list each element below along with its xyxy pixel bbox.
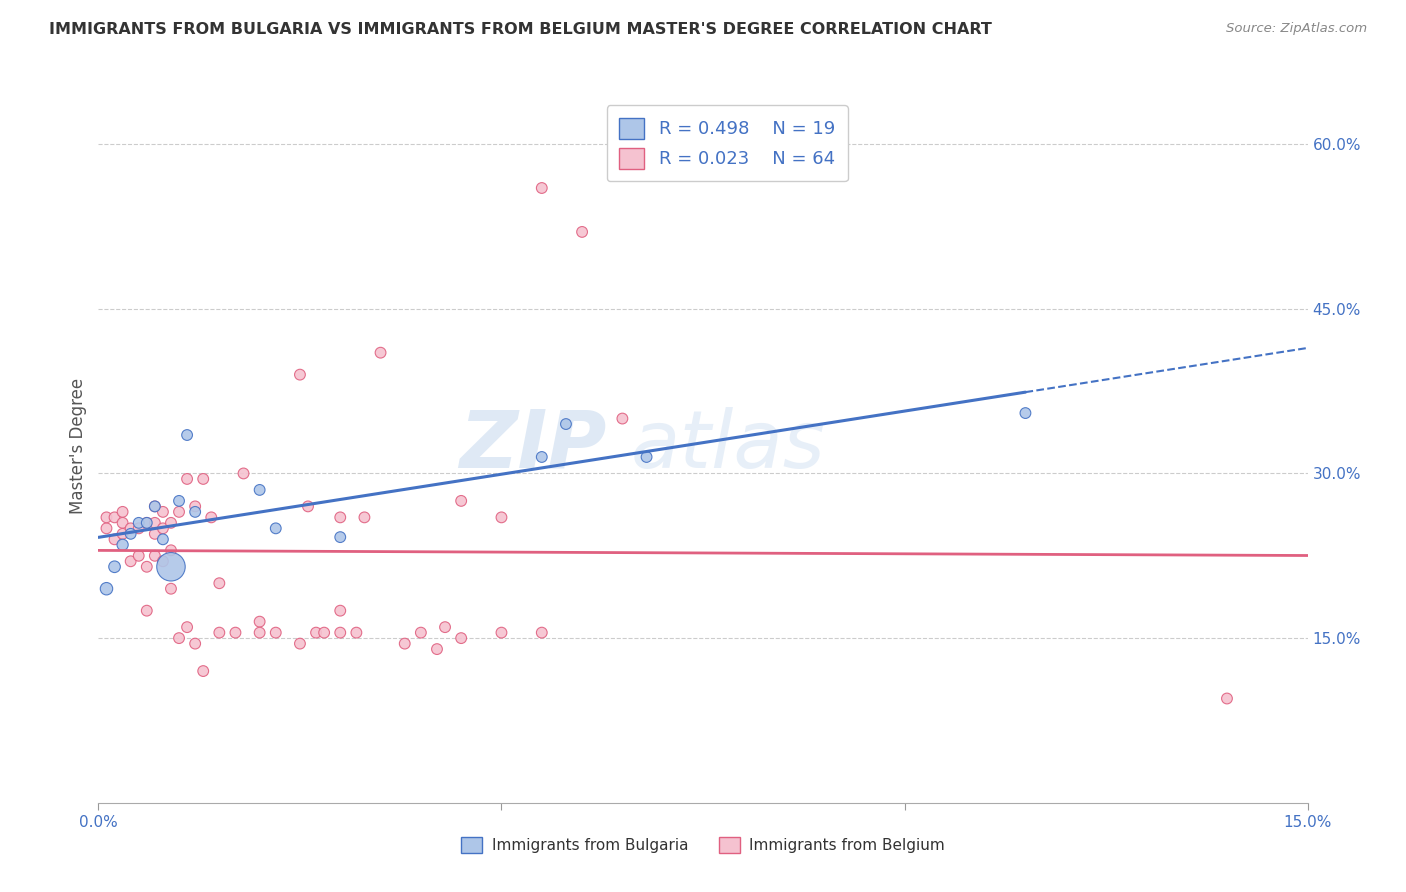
Point — [176, 620, 198, 634]
Point — [135, 516, 157, 530]
Point — [288, 368, 311, 382]
Point — [193, 472, 215, 486]
Point — [370, 345, 392, 359]
Point — [450, 631, 472, 645]
Point — [96, 510, 118, 524]
Point — [135, 516, 157, 530]
Point — [128, 549, 150, 563]
Point — [135, 559, 157, 574]
Point — [224, 625, 246, 640]
Point — [143, 500, 166, 514]
Point — [264, 625, 287, 640]
Point — [344, 625, 367, 640]
Point — [160, 543, 183, 558]
Point — [394, 637, 416, 651]
Point — [111, 538, 134, 552]
Point — [120, 526, 142, 541]
Point — [111, 526, 134, 541]
Point — [530, 450, 553, 464]
Point — [288, 637, 311, 651]
Point — [176, 428, 198, 442]
Point — [555, 417, 578, 431]
Point — [152, 505, 174, 519]
Point — [96, 582, 118, 596]
Point — [184, 505, 207, 519]
Point — [305, 625, 328, 640]
Point — [636, 450, 658, 464]
Point — [103, 510, 125, 524]
Y-axis label: Master's Degree: Master's Degree — [69, 378, 87, 514]
Text: ZIP: ZIP — [458, 407, 606, 485]
Point — [264, 521, 287, 535]
Point — [152, 554, 174, 568]
Point — [450, 494, 472, 508]
Point — [135, 604, 157, 618]
Point — [329, 530, 352, 544]
Point — [120, 554, 142, 568]
Point — [193, 664, 215, 678]
Point — [200, 510, 222, 524]
Point — [1014, 406, 1036, 420]
Point — [167, 631, 190, 645]
Point — [353, 510, 375, 524]
Point — [530, 181, 553, 195]
Point — [143, 526, 166, 541]
Point — [409, 625, 432, 640]
Point — [249, 625, 271, 640]
Point — [103, 559, 125, 574]
Legend: Immigrants from Bulgaria, Immigrants from Belgium: Immigrants from Bulgaria, Immigrants fro… — [456, 831, 950, 859]
Point — [160, 582, 183, 596]
Point — [1216, 691, 1239, 706]
Point — [160, 516, 183, 530]
Point — [329, 625, 352, 640]
Point — [160, 559, 183, 574]
Point — [314, 625, 336, 640]
Point — [329, 510, 352, 524]
Point — [426, 642, 449, 657]
Point — [143, 549, 166, 563]
Point — [184, 637, 207, 651]
Text: IMMIGRANTS FROM BULGARIA VS IMMIGRANTS FROM BELGIUM MASTER'S DEGREE CORRELATION : IMMIGRANTS FROM BULGARIA VS IMMIGRANTS F… — [49, 22, 993, 37]
Point — [491, 510, 513, 524]
Point — [208, 576, 231, 591]
Point — [329, 604, 352, 618]
Point — [111, 505, 134, 519]
Point — [143, 516, 166, 530]
Point — [167, 494, 190, 508]
Point — [96, 521, 118, 535]
Point — [111, 516, 134, 530]
Text: atlas: atlas — [630, 407, 825, 485]
Point — [143, 500, 166, 514]
Point — [103, 533, 125, 547]
Point — [491, 625, 513, 640]
Point — [297, 500, 319, 514]
Point — [128, 516, 150, 530]
Point — [530, 625, 553, 640]
Point — [120, 521, 142, 535]
Point — [612, 411, 634, 425]
Text: Source: ZipAtlas.com: Source: ZipAtlas.com — [1226, 22, 1367, 36]
Point — [152, 533, 174, 547]
Point — [176, 472, 198, 486]
Point — [152, 521, 174, 535]
Point — [249, 615, 271, 629]
Point — [184, 500, 207, 514]
Point — [571, 225, 593, 239]
Point — [128, 521, 150, 535]
Point — [167, 505, 190, 519]
Point — [434, 620, 457, 634]
Point — [232, 467, 254, 481]
Point — [208, 625, 231, 640]
Point — [249, 483, 271, 497]
